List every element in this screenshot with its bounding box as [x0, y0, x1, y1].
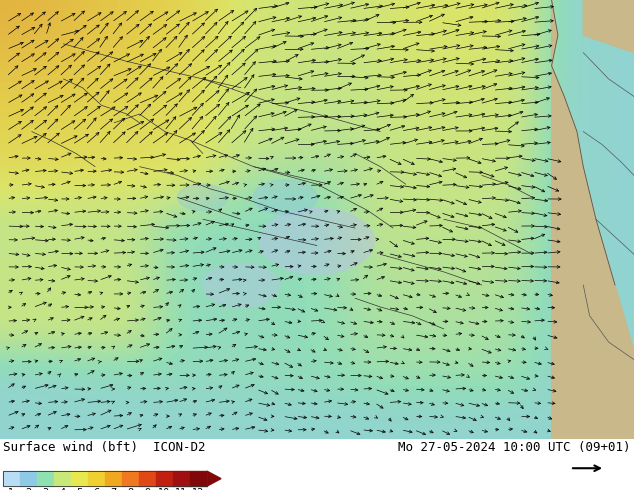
Text: 9: 9	[145, 488, 150, 490]
Text: 12: 12	[192, 488, 205, 490]
Bar	[190, 471, 207, 486]
Text: 6: 6	[93, 488, 100, 490]
Polygon shape	[583, 0, 634, 52]
Ellipse shape	[260, 208, 374, 274]
Ellipse shape	[254, 180, 317, 215]
Text: 4: 4	[60, 488, 65, 490]
Text: 5: 5	[76, 488, 82, 490]
Text: 11: 11	[176, 488, 188, 490]
Bar	[88, 471, 105, 486]
Bar	[3, 471, 207, 486]
Text: 8: 8	[127, 488, 134, 490]
Bar	[37, 471, 54, 486]
Bar	[173, 471, 190, 486]
Ellipse shape	[203, 263, 279, 307]
Ellipse shape	[178, 184, 228, 211]
Bar	[71, 471, 88, 486]
Bar	[105, 471, 122, 486]
Text: Mo 27-05-2024 10:00 UTC (09+01): Mo 27-05-2024 10:00 UTC (09+01)	[399, 441, 631, 454]
Text: 7: 7	[110, 488, 117, 490]
Bar	[139, 471, 156, 486]
Bar	[54, 471, 71, 486]
Bar	[156, 471, 173, 486]
Text: Surface wind (bft)  ICON-D2: Surface wind (bft) ICON-D2	[3, 441, 205, 454]
Bar	[20, 471, 37, 486]
Polygon shape	[552, 0, 634, 439]
Text: 10: 10	[158, 488, 171, 490]
Text: 3: 3	[42, 488, 49, 490]
Text: 2: 2	[25, 488, 32, 490]
Polygon shape	[207, 471, 221, 486]
Bar	[122, 471, 139, 486]
Bar	[3, 471, 20, 486]
Text: 1: 1	[8, 488, 15, 490]
